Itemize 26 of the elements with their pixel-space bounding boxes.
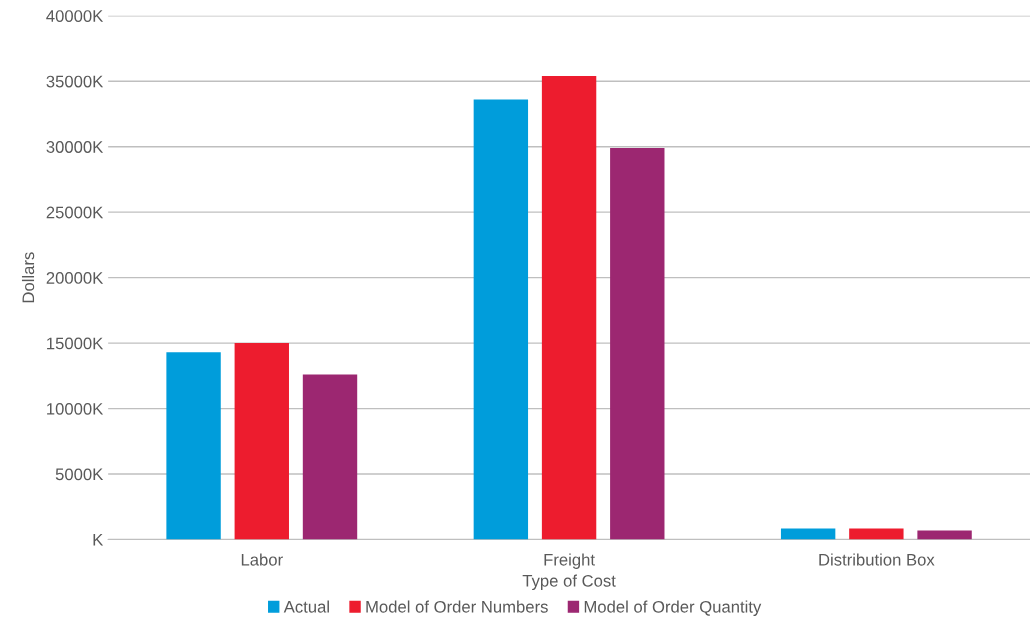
legend-label: Actual (283, 600, 329, 613)
y-tick-label: 10000K (47, 402, 104, 415)
y-tick-label: 5000K (55, 468, 104, 481)
bar (302, 374, 358, 540)
bar (541, 76, 597, 540)
bar (234, 343, 289, 540)
y-axis-title: Dollars (21, 252, 35, 303)
bar (849, 528, 904, 540)
x-tick-label: Distribution Box (819, 553, 935, 566)
x-tick-label: Labor (241, 553, 283, 566)
y-tick-label: 40000K (46, 10, 104, 22)
legend-label: Model of Order Quantity (584, 600, 762, 616)
x-axis-title: Type of Cost (522, 574, 616, 591)
x-tick-label: Freight (544, 553, 595, 569)
y-tick-label: 25000K (46, 206, 104, 219)
y-tick-label: 15000K (47, 337, 104, 350)
y-tick-label: 35000K (46, 75, 104, 88)
bar (780, 528, 836, 540)
bar (610, 148, 665, 540)
bar (473, 99, 529, 540)
legend-label: Model of Order Numbers (366, 600, 548, 613)
bar (166, 352, 221, 540)
bar (917, 530, 972, 540)
y-tick-label: K (93, 534, 104, 546)
y-tick-label: 20000K (46, 272, 104, 284)
y-tick-label: 30000K (46, 141, 104, 153)
